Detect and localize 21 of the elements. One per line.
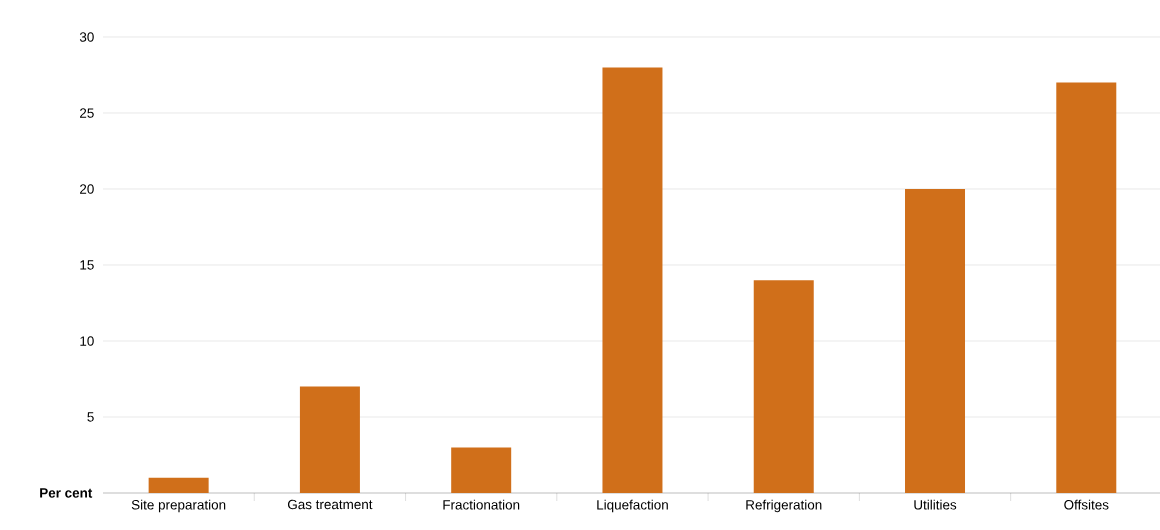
- y-tick-label: 10: [80, 336, 94, 346]
- y-axis-title: Per cent: [40, 488, 93, 498]
- bar: [602, 67, 663, 493]
- y-tick-label: 20: [80, 184, 94, 194]
- y-tick-label: 15: [80, 260, 94, 270]
- x-tick-label: Refrigeration: [746, 499, 822, 513]
- y-tick-label: 30: [79, 32, 94, 42]
- x-tick-label: Offsites: [1064, 499, 1109, 510]
- bar: [1056, 82, 1117, 493]
- bar: [299, 386, 360, 493]
- x-tick-label: Gas treatment: [287, 499, 373, 510]
- x-tick-label: Liquefaction: [597, 499, 668, 513]
- bar: [451, 447, 512, 493]
- bar: [148, 477, 209, 493]
- x-tick-label: Site preparation: [131, 499, 226, 513]
- x-tick-label: Fractionation: [443, 499, 520, 510]
- bar: [905, 189, 966, 493]
- y-tick-label: 5: [87, 412, 94, 422]
- bar: [753, 280, 814, 493]
- x-tick-label: Utilities: [914, 499, 957, 510]
- y-tick-label: 25: [80, 108, 94, 118]
